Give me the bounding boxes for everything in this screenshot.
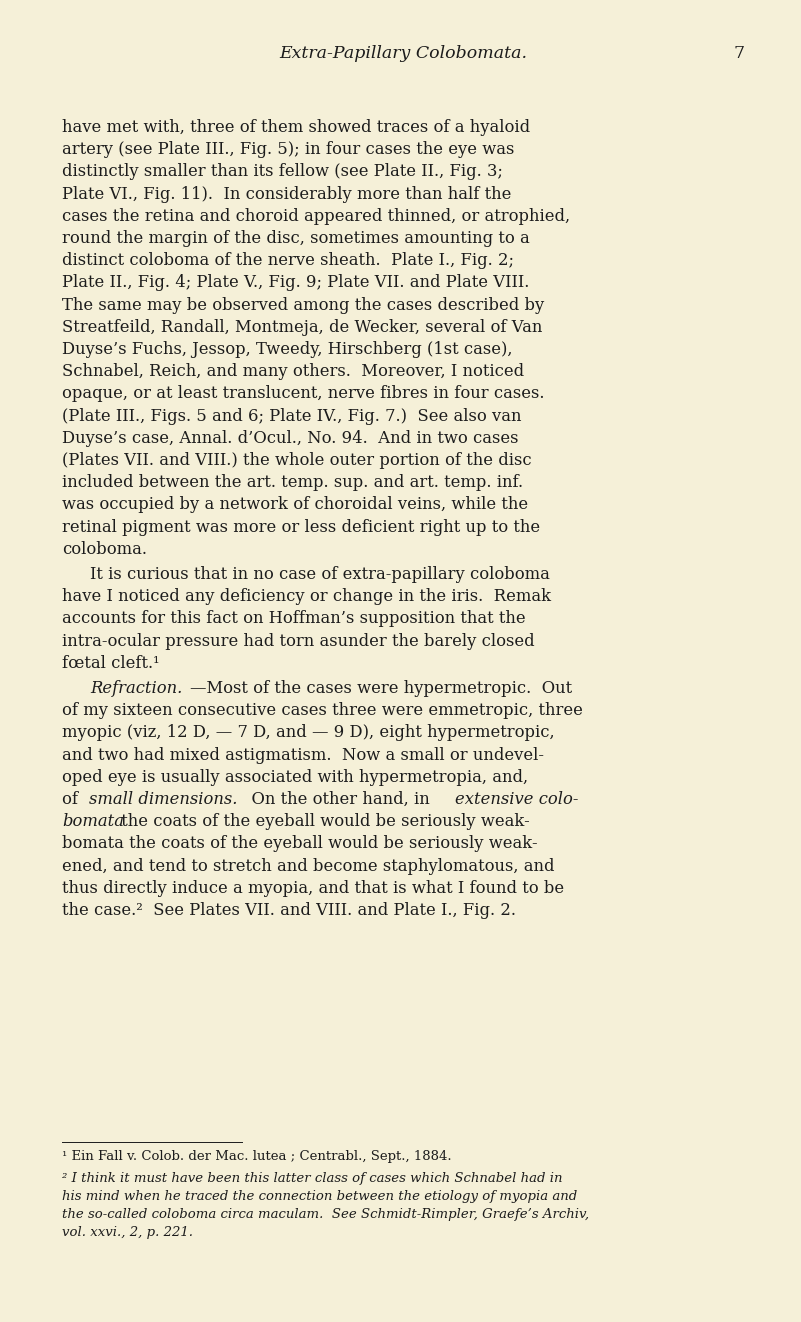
Text: opaque, or at least translucent, nerve fibres in four cases.: opaque, or at least translucent, nerve f…: [62, 386, 545, 402]
Text: Duyse’s case, Annal. d’Ocul., No. 94.  And in two cases: Duyse’s case, Annal. d’Ocul., No. 94. An…: [62, 430, 518, 447]
Text: round the margin of the disc, sometimes amounting to a: round the margin of the disc, sometimes …: [62, 230, 529, 247]
Text: extensive colo-: extensive colo-: [455, 791, 578, 808]
Text: Plate II., Fig. 4; Plate V., Fig. 9; Plate VII. and Plate VIII.: Plate II., Fig. 4; Plate V., Fig. 9; Pla…: [62, 275, 529, 291]
Text: retinal pigment was more or less deficient right up to the: retinal pigment was more or less deficie…: [62, 518, 540, 535]
Text: the case.²  See Plates VII. and VIII. and Plate I., Fig. 2.: the case.² See Plates VII. and VIII. and…: [62, 902, 516, 919]
Text: was occupied by a network of choroidal veins, while the: was occupied by a network of choroidal v…: [62, 496, 528, 513]
Text: ¹ Ein Fall v. Colob. der Mac. lutea ; Centrabl., Sept., 1884.: ¹ Ein Fall v. Colob. der Mac. lutea ; Ce…: [62, 1150, 452, 1163]
Text: thus directly induce a myopia, and that is what I found to be: thus directly induce a myopia, and that …: [62, 880, 564, 896]
Text: small dimensions.: small dimensions.: [89, 791, 237, 808]
Text: bomata the coats of the eyeball would be seriously weak-: bomata the coats of the eyeball would be…: [62, 836, 537, 853]
Text: Duyse’s Fuchs, Jessop, Tweedy, Hirschberg (1st case),: Duyse’s Fuchs, Jessop, Tweedy, Hirschber…: [62, 341, 513, 358]
Text: On the other hand, in: On the other hand, in: [240, 791, 435, 808]
Text: 7: 7: [734, 45, 745, 62]
Text: bomata: bomata: [62, 813, 124, 830]
Text: Refraction.: Refraction.: [90, 680, 183, 697]
Text: It is curious that in no case of extra-papillary coloboma: It is curious that in no case of extra-p…: [90, 566, 549, 583]
Text: myopic (viz, 12 D, — 7 D, and — 9 D), eight hypermetropic,: myopic (viz, 12 D, — 7 D, and — 9 D), ei…: [62, 724, 554, 742]
Text: his mind when he traced the connection between the etiology of myopia and: his mind when he traced the connection b…: [62, 1190, 578, 1203]
Text: ened, and tend to stretch and become staphylomatous, and: ened, and tend to stretch and become sta…: [62, 858, 554, 875]
Text: oped eye is usually associated with hypermetropia, and,: oped eye is usually associated with hype…: [62, 769, 528, 785]
Text: accounts for this fact on Hoffman’s supposition that the: accounts for this fact on Hoffman’s supp…: [62, 611, 525, 628]
Text: Streatfeild, Randall, Montmeja, de Wecker, several of Van: Streatfeild, Randall, Montmeja, de Wecke…: [62, 319, 542, 336]
Text: vol. xxvi., 2, p. 221.: vol. xxvi., 2, p. 221.: [62, 1225, 193, 1239]
Text: artery (see Plate III., Fig. 5); in four cases the eye was: artery (see Plate III., Fig. 5); in four…: [62, 141, 514, 159]
Text: (Plates VII. and VIII.) the whole outer portion of the disc: (Plates VII. and VIII.) the whole outer …: [62, 452, 532, 469]
Text: have met with, three of them showed traces of a hyaloid: have met with, three of them showed trac…: [62, 119, 530, 136]
Text: The same may be observed among the cases described by: The same may be observed among the cases…: [62, 296, 544, 313]
Text: cases the retina and choroid appeared thinned, or atrophied,: cases the retina and choroid appeared th…: [62, 208, 570, 225]
Text: have I noticed any deficiency or change in the iris.  Remak: have I noticed any deficiency or change …: [62, 588, 551, 605]
Text: Extra-Papillary Colobomata.: Extra-Papillary Colobomata.: [280, 45, 528, 62]
Text: coloboma.: coloboma.: [62, 541, 147, 558]
Text: and two had mixed astigmatism.  Now a small or undevel-: and two had mixed astigmatism. Now a sma…: [62, 747, 544, 764]
Text: of my sixteen consecutive cases three were emmetropic, three: of my sixteen consecutive cases three we…: [62, 702, 583, 719]
Text: fœtal cleft.¹: fœtal cleft.¹: [62, 654, 159, 672]
Text: the coats of the eyeball would be seriously weak-: the coats of the eyeball would be seriou…: [115, 813, 529, 830]
Text: Schnabel, Reich, and many others.  Moreover, I noticed: Schnabel, Reich, and many others. Moreov…: [62, 364, 524, 381]
Text: distinct coloboma of the nerve sheath.  Plate I., Fig. 2;: distinct coloboma of the nerve sheath. P…: [62, 253, 514, 270]
Text: distinctly smaller than its fellow (see Plate II., Fig. 3;: distinctly smaller than its fellow (see …: [62, 164, 503, 180]
Text: (Plate III., Figs. 5 and 6; Plate IV., Fig. 7.)  See also van: (Plate III., Figs. 5 and 6; Plate IV., F…: [62, 407, 521, 424]
Text: intra-ocular pressure had torn asunder the barely closed: intra-ocular pressure had torn asunder t…: [62, 633, 534, 649]
Text: —Most of the cases were hypermetropic.  Out: —Most of the cases were hypermetropic. O…: [190, 680, 572, 697]
Text: the so-called coloboma circa maculam.  See Schmidt-Rimpler, Graefe’s Archiv,: the so-called coloboma circa maculam. Se…: [62, 1208, 589, 1220]
Text: included between the art. temp. sup. and art. temp. inf.: included between the art. temp. sup. and…: [62, 475, 523, 492]
Text: ² I think it must have been this latter class of cases which Schnabel had in: ² I think it must have been this latter …: [62, 1173, 562, 1185]
Text: of: of: [62, 791, 83, 808]
Text: Plate VI., Fig. 11).  In considerably more than half the: Plate VI., Fig. 11). In considerably mor…: [62, 185, 511, 202]
